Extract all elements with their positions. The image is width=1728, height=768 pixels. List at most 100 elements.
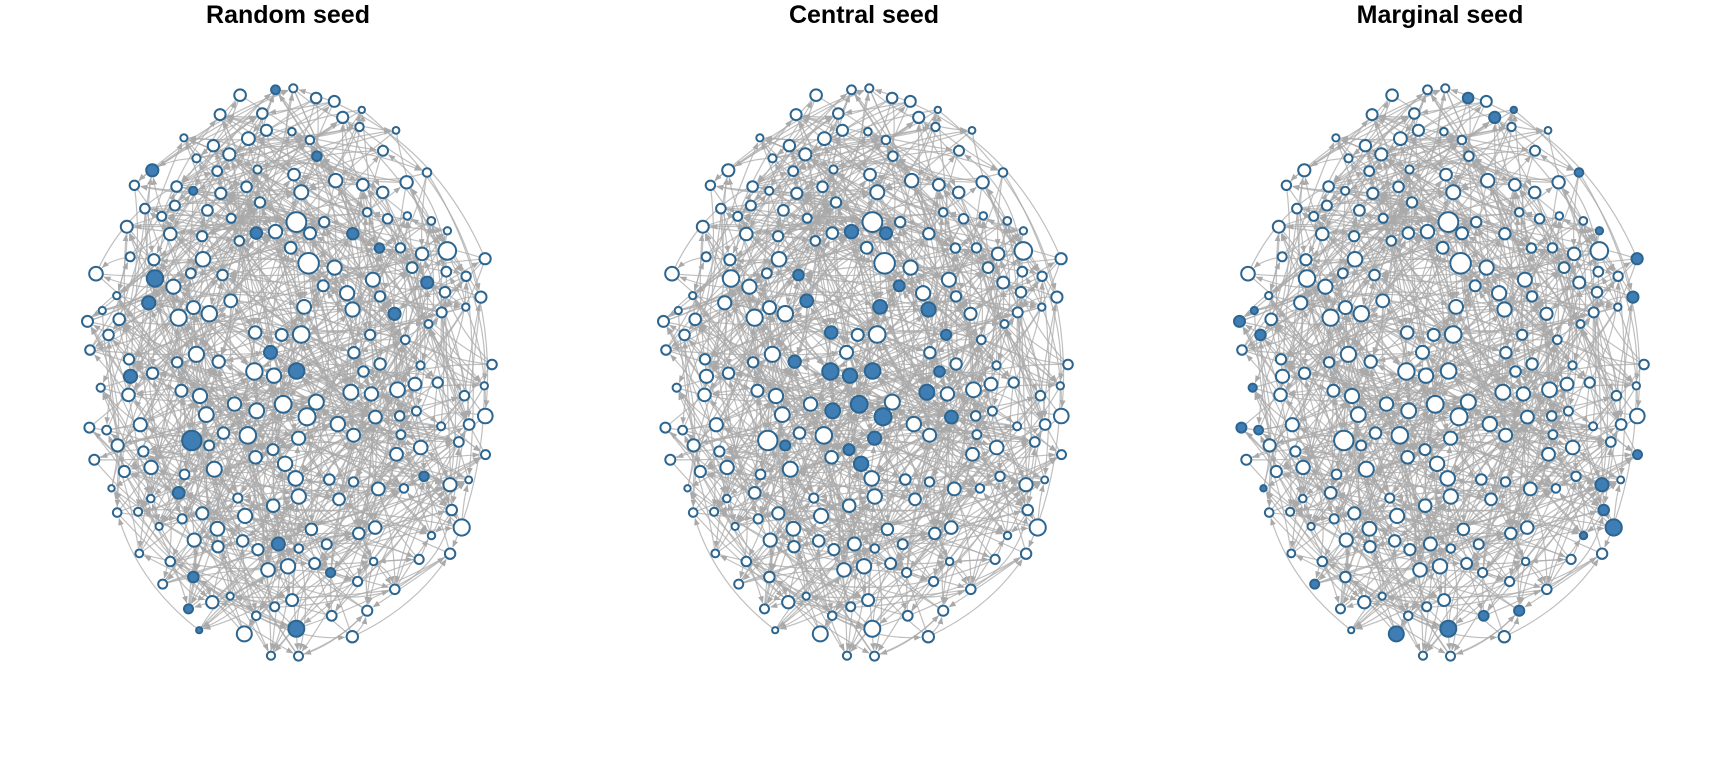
network-node (754, 468, 767, 481)
network-edge (254, 320, 424, 372)
network-edge (267, 569, 389, 598)
network-node (1525, 357, 1539, 371)
network-edge (186, 279, 249, 436)
seed-node (1573, 167, 1585, 178)
network-edge (256, 169, 271, 345)
network-node (1439, 362, 1458, 380)
network-node (733, 578, 745, 590)
network-node (880, 522, 895, 537)
panel-title-central-seed: Central seed (788, 1, 940, 29)
seed-node (821, 362, 840, 381)
network-node (1276, 251, 1288, 263)
network-node (1295, 459, 1311, 476)
network-edge (314, 525, 453, 565)
network-node (741, 278, 758, 295)
network-node (1494, 383, 1512, 401)
network-node (391, 125, 401, 135)
network-edge (256, 374, 358, 412)
network-node (1566, 246, 1582, 262)
network-node (436, 421, 447, 432)
network-edge (451, 297, 482, 504)
network-edge (272, 423, 436, 507)
network-edge (226, 97, 317, 120)
network-node (205, 595, 220, 610)
network-node (1629, 407, 1646, 425)
network-node (880, 134, 892, 146)
network-node (1338, 300, 1353, 316)
network-node (442, 477, 458, 493)
network-node (1592, 265, 1605, 278)
network-node (997, 167, 1009, 178)
network-node (1545, 410, 1558, 422)
network-node (223, 293, 239, 309)
network-edge (304, 374, 451, 554)
network-node (316, 279, 330, 293)
network-node (443, 547, 457, 560)
network-node (1614, 418, 1628, 431)
network-node (1299, 253, 1313, 267)
seed-node (1253, 424, 1264, 436)
network-node (352, 526, 366, 541)
network-node (1368, 268, 1381, 282)
network-node (307, 393, 325, 411)
network-node (660, 344, 672, 356)
seed-node (195, 626, 204, 635)
network-node (267, 223, 284, 240)
network-node (407, 376, 423, 392)
network-node (1028, 436, 1041, 448)
network-node (83, 421, 96, 434)
network-node (1439, 167, 1453, 182)
network-edge (308, 263, 401, 485)
network-node (802, 396, 819, 412)
seed-node (270, 84, 281, 96)
network-node (137, 445, 150, 458)
network-node (309, 91, 323, 105)
network-node (1335, 603, 1346, 615)
network-node (986, 405, 998, 417)
seed-node (842, 443, 856, 457)
network-edge (142, 237, 252, 452)
network-node (225, 212, 237, 224)
network-node (708, 417, 724, 433)
network-node (664, 453, 677, 466)
network-node (1539, 306, 1554, 321)
network-edge (270, 564, 370, 657)
network-node (1516, 328, 1529, 341)
network-edge (298, 548, 307, 651)
network-node (1612, 270, 1624, 282)
network-node (414, 246, 430, 262)
network-node (1400, 402, 1418, 420)
network-node (1011, 306, 1024, 319)
network-edge (237, 497, 295, 545)
network-node (1504, 575, 1516, 588)
network-node (1460, 557, 1474, 570)
network-node (442, 226, 453, 236)
network-edge (403, 457, 463, 528)
network-node (721, 163, 736, 178)
network-edge (323, 285, 402, 336)
network-node (370, 481, 386, 497)
network-node (915, 285, 932, 302)
network-edge (430, 225, 445, 427)
network-node (368, 556, 379, 567)
network-edge (368, 150, 392, 308)
network-node (1014, 285, 1028, 299)
network-edge (427, 323, 468, 419)
network-node (1445, 650, 1456, 662)
seed-node (792, 268, 805, 282)
network-node (332, 492, 346, 507)
network-node (767, 153, 778, 164)
network-node (827, 543, 841, 557)
network-node (869, 184, 886, 201)
network-node (1291, 202, 1303, 215)
network-node (1616, 475, 1626, 485)
network-edge (141, 362, 182, 508)
seed-node (799, 293, 815, 309)
network-edge (169, 233, 293, 332)
network-edge (148, 455, 376, 529)
network-node (398, 483, 410, 494)
network-node (373, 357, 387, 371)
network-node (1333, 429, 1355, 452)
network-node (1475, 473, 1488, 486)
network-node (1385, 235, 1398, 247)
